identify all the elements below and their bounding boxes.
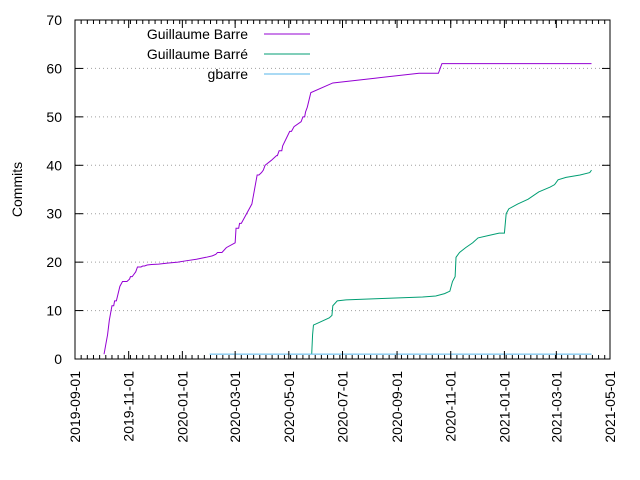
y-tick-label: 40: [46, 157, 62, 173]
series-line-2: [311, 169, 592, 355]
x-tick-label: 2020-05-01: [281, 371, 297, 443]
x-tick-label: 2020-09-01: [389, 371, 405, 443]
legend-label: Guillaume Barré: [147, 46, 248, 62]
x-tick-label: 2019-09-01: [67, 371, 83, 443]
legend-label: gbarre: [208, 66, 249, 82]
y-tick-label: 70: [46, 12, 62, 28]
y-tick-label: 20: [46, 254, 62, 270]
y-axis-label: Commits: [9, 162, 25, 217]
x-tick-label: 2020-03-01: [227, 371, 243, 443]
legend-label: Guillaume Barre: [147, 26, 248, 42]
series-line-1: [103, 63, 592, 355]
x-tick-label: 2021-03-01: [548, 371, 564, 443]
x-tick-label: 2021-05-01: [602, 371, 618, 443]
y-tick-label: 50: [46, 109, 62, 125]
x-tick-label: 2020-01-01: [174, 371, 190, 443]
plot-frame: [74, 19, 611, 360]
legend: Guillaume Barre Guillaume Barré gbarre: [147, 26, 310, 82]
x-tick-label: 2019-11-01: [121, 371, 137, 442]
axis-ticks: 0 10 20 30 40 50 60 70 2019-09-01 2019-11-01 2020-…: [46, 12, 618, 443]
y-tick-label: 30: [46, 206, 62, 222]
x-tick-label: 2020-07-01: [335, 371, 351, 443]
y-tick-label: 0: [54, 351, 62, 367]
y-tick-label: 10: [46, 303, 62, 319]
y-tick-label: 60: [46, 60, 62, 76]
grid-lines: [75, 67, 610, 312]
series-lines: [103, 63, 592, 355]
x-tick-label: 2020-11-01: [443, 371, 459, 442]
x-tick-label: 2021-01-01: [496, 371, 512, 443]
